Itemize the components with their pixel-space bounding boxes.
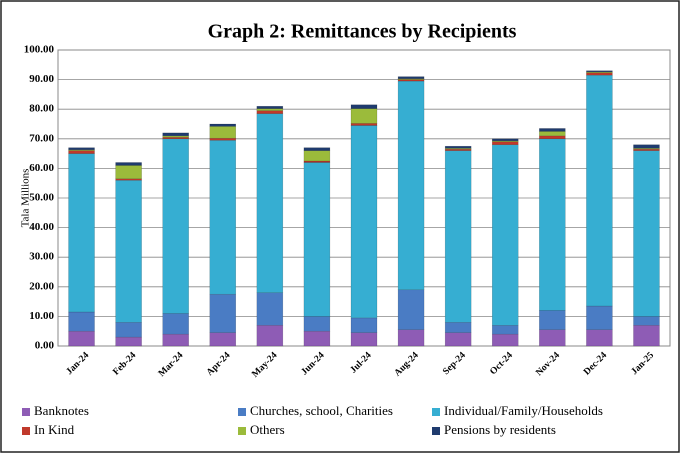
- bar-segment: [115, 322, 142, 338]
- bar-segment: [397, 329, 425, 347]
- bar-segment: [256, 105, 284, 109]
- bar-segment: [633, 325, 660, 347]
- bar-segment: [397, 289, 425, 330]
- bar-segment: [162, 138, 189, 314]
- legend-swatch: [238, 408, 246, 416]
- chart-title: Graph 2: Remittances by Recipients: [208, 21, 517, 43]
- bar-segment: [162, 313, 189, 335]
- bar-segment: [491, 138, 519, 142]
- bar-segment: [256, 113, 284, 293]
- y-tick-label: 50.00: [29, 192, 54, 204]
- bar-segment: [115, 336, 142, 347]
- legend-swatch: [432, 427, 440, 435]
- legend-label: Churches, school, Charities: [250, 403, 393, 418]
- bar-segment: [586, 305, 613, 330]
- bar-segment: [256, 108, 284, 111]
- y-tick-label: 10.00: [29, 310, 54, 322]
- bar-segment: [350, 332, 378, 347]
- bar-segment: [209, 123, 237, 127]
- bar-segment: [586, 72, 613, 76]
- bar-segment: [209, 126, 237, 139]
- bar-segment: [350, 108, 378, 124]
- bar-segment: [539, 128, 566, 132]
- bar-segment: [539, 138, 566, 311]
- bar-segment: [303, 162, 331, 317]
- bar-segment: [303, 147, 331, 151]
- bar-segment: [444, 322, 472, 333]
- bar-segment: [256, 292, 284, 326]
- bar-segment: [209, 140, 237, 295]
- bar-segment: [350, 125, 378, 319]
- bar-segment: [162, 333, 189, 347]
- bar-segment: [491, 325, 519, 335]
- bar-segment: [539, 131, 566, 137]
- bar-segment: [397, 80, 425, 291]
- bar-segment: [68, 150, 95, 154]
- legend-label: Others: [250, 422, 285, 437]
- y-axis-label: Tala Millions: [20, 169, 32, 228]
- bar-segment: [444, 332, 472, 347]
- bar-segment: [539, 310, 566, 330]
- bar-segment: [256, 110, 284, 114]
- bar-segment: [209, 293, 237, 333]
- bar-segment: [586, 329, 613, 347]
- bar-segment: [444, 150, 472, 323]
- bar-segment: [209, 332, 237, 347]
- bar-segment: [491, 141, 519, 145]
- legend-swatch: [238, 427, 246, 435]
- bar-segment: [633, 316, 660, 326]
- y-tick-label: 70.00: [29, 132, 54, 144]
- legend-label: Individual/Family/Households: [444, 403, 603, 418]
- bar-segment: [491, 144, 519, 326]
- bar-segment: [491, 333, 519, 347]
- bar-segment: [68, 147, 95, 151]
- bar-segment: [68, 330, 95, 347]
- bar-segment: [115, 179, 142, 323]
- bar-segment: [350, 104, 378, 109]
- bar-segment: [633, 150, 660, 317]
- y-tick-label: 80.00: [29, 103, 54, 115]
- y-tick-label: 20.00: [29, 280, 54, 292]
- y-tick-label: 90.00: [29, 73, 54, 85]
- bar-segment: [350, 317, 378, 333]
- legend-label: Banknotes: [34, 403, 89, 418]
- bar-segment: [256, 325, 284, 347]
- bar-segment: [115, 165, 142, 180]
- legend-swatch: [22, 408, 30, 416]
- y-tick-label: 30.00: [29, 251, 54, 263]
- bar-segment: [115, 162, 142, 166]
- bar-segment: [68, 153, 95, 313]
- y-tick-label: 100.00: [24, 44, 55, 56]
- bar-segment: [539, 135, 566, 140]
- bar-segment: [162, 137, 189, 140]
- bar-segment: [444, 145, 472, 149]
- bar-segment: [350, 123, 378, 126]
- bar-segment: [303, 150, 331, 162]
- legend-label: Pensions by residents: [444, 422, 556, 437]
- bar-segment: [162, 132, 189, 137]
- bar-segment: [539, 329, 566, 347]
- bar-segment: [586, 74, 613, 307]
- legend-swatch: [22, 427, 30, 435]
- bar-segment: [397, 76, 425, 79]
- legend-label: In Kind: [34, 422, 75, 437]
- bar-segment: [633, 144, 660, 149]
- bar-segment: [586, 70, 613, 73]
- legend-swatch: [432, 408, 440, 416]
- y-tick-label: 40.00: [29, 221, 54, 233]
- y-tick-label: 0.00: [35, 340, 55, 352]
- bar-segment: [303, 316, 331, 332]
- bar-segment: [209, 137, 237, 141]
- bar-segment: [68, 311, 95, 332]
- bar-segment: [303, 330, 331, 347]
- y-tick-label: 60.00: [29, 162, 54, 174]
